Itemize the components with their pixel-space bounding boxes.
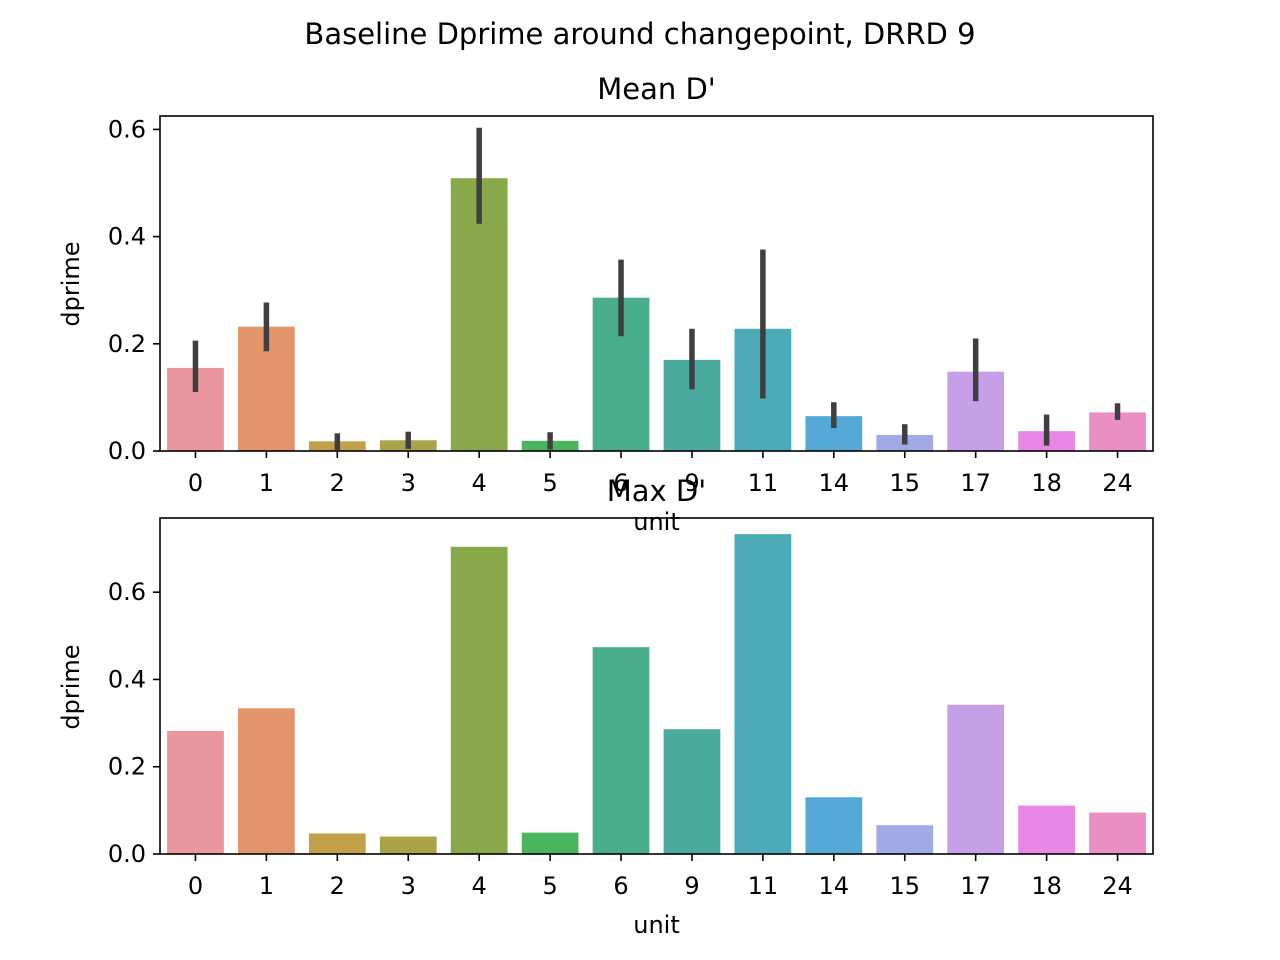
- mean-dprime-x-tick-label-24: 24: [1102, 469, 1133, 497]
- max-dprime-y-tick-label-0.4: 0.4: [108, 665, 146, 693]
- max-dprime-x-tick-label-17: 17: [960, 872, 991, 900]
- max-dprime-x-tick-label-2: 2: [330, 872, 345, 900]
- max-dprime-y-tick-label-0.6: 0.6: [108, 578, 146, 606]
- max-dprime-x-ticks: 0 1 2 3 4 5 6 9 11 14 15 17 18 24: [188, 854, 1133, 900]
- mean-dprime-y-ticks: 0.0 0.2 0.4 0.6: [108, 115, 160, 465]
- max-dprime-bar-18: [1018, 805, 1075, 854]
- max-dprime-x-tick-label-9: 9: [684, 872, 699, 900]
- mean-dprime-x-tick-label-11: 11: [748, 469, 779, 497]
- max-dprime-x-tick-label-1: 1: [259, 872, 274, 900]
- max-dprime-bar-5: [521, 832, 579, 854]
- max-dprime-plot-frame: [159, 517, 1154, 855]
- max-dprime-bar-15: [876, 825, 934, 854]
- mean-dprime-x-tick-label-6: 6: [613, 469, 628, 497]
- mean-dprime-x-axis-label: unit: [633, 508, 680, 536]
- mean-dprime-x-ticks: 0 1 2 3 4 5 6 9 11 14 15 17 18 24: [188, 451, 1133, 497]
- mean-dprime-x-tick-label-4: 4: [472, 469, 487, 497]
- max-dprime-bars: [167, 534, 1146, 854]
- max-dprime-x-tick-label-14: 14: [819, 872, 850, 900]
- mean-dprime-plot-frame: [159, 115, 1154, 452]
- max-dprime-x-tick-label-0: 0: [188, 872, 203, 900]
- mean-dprime-x-tick-label-2: 2: [330, 469, 345, 497]
- mean-dprime-x-tick-label-18: 18: [1031, 469, 1062, 497]
- mean-dprime-y-tick-label-0.0: 0.0: [108, 437, 146, 465]
- mean-dprime-y-tick-label-0.4: 0.4: [108, 223, 146, 251]
- mean-dprime-y-tick-label-0.6: 0.6: [108, 115, 146, 143]
- max-dprime-bar-4: [450, 546, 508, 854]
- max-dprime-panel: Max D' 0 1 2 3 4 5 6 9 11 14 15 17 18 24 0.0 0.2 0.4 0.6…: [57, 474, 1154, 939]
- max-dprime-y-tick-label-0.0: 0.0: [108, 840, 146, 868]
- max-dprime-bar-24: [1089, 812, 1146, 854]
- max-dprime-x-tick-label-18: 18: [1031, 872, 1062, 900]
- max-dprime-bar-6: [592, 647, 650, 854]
- max-dprime-bar-2: [308, 833, 366, 854]
- mean-dprime-panel: Mean D' 0 1 2 3 4 5 6 9 11 14 15 17 18 24 0.00.20.40.…: [57, 72, 1154, 536]
- mean-dprime-x-tick-label-14: 14: [819, 469, 850, 497]
- max-dprime-bar-0: [167, 730, 224, 854]
- mean-dprime-error-bars: [192, 127, 1121, 450]
- figure-suptitle: Baseline Dprime around changepoint, DRRD…: [304, 17, 975, 51]
- max-dprime-x-tick-label-11: 11: [748, 872, 779, 900]
- max-dprime-bar-3: [379, 836, 437, 854]
- max-dprime-bar-17: [947, 704, 1005, 854]
- mean-dprime-x-tick-label-1: 1: [259, 469, 274, 497]
- mean-dprime-title: Mean D': [597, 72, 716, 106]
- mean-dprime-x-tick-label-5: 5: [542, 469, 557, 497]
- max-dprime-x-tick-label-6: 6: [613, 872, 628, 900]
- mean-dprime-x-tick-label-9: 9: [684, 469, 699, 497]
- max-dprime-title: Max D': [607, 474, 706, 508]
- max-dprime-x-tick-label-4: 4: [472, 872, 487, 900]
- mean-dprime-bars: [167, 178, 1146, 451]
- max-dprime-x-tick-label-24: 24: [1102, 872, 1133, 900]
- mean-dprime-x-tick-label-3: 3: [401, 469, 416, 497]
- max-dprime-bar-11: [734, 534, 792, 854]
- mean-dprime-x-tick-label-0: 0: [188, 469, 203, 497]
- mean-dprime-x-tick-label-17: 17: [960, 469, 991, 497]
- max-dprime-y-ticks: 0.0 0.2 0.4 0.6: [108, 578, 160, 868]
- max-dprime-bar-1: [238, 708, 295, 854]
- mean-dprime-y-tick-label-0.2: 0.2: [108, 330, 146, 358]
- max-dprime-y-axis-label: dprime: [57, 644, 85, 729]
- max-dprime-y-tick-label-0.2: 0.2: [108, 753, 146, 781]
- max-dprime-x-tick-label-5: 5: [542, 872, 557, 900]
- mean-dprime-y-axis-label: dprime: [57, 241, 85, 326]
- max-dprime-x-tick-label-3: 3: [401, 872, 416, 900]
- max-dprime-x-tick-label-15: 15: [889, 872, 920, 900]
- max-dprime-bar-9: [663, 729, 721, 854]
- max-dprime-x-axis-label: unit: [633, 911, 680, 939]
- max-dprime-bar-14: [805, 797, 863, 854]
- mean-dprime-x-tick-label-15: 15: [889, 469, 920, 497]
